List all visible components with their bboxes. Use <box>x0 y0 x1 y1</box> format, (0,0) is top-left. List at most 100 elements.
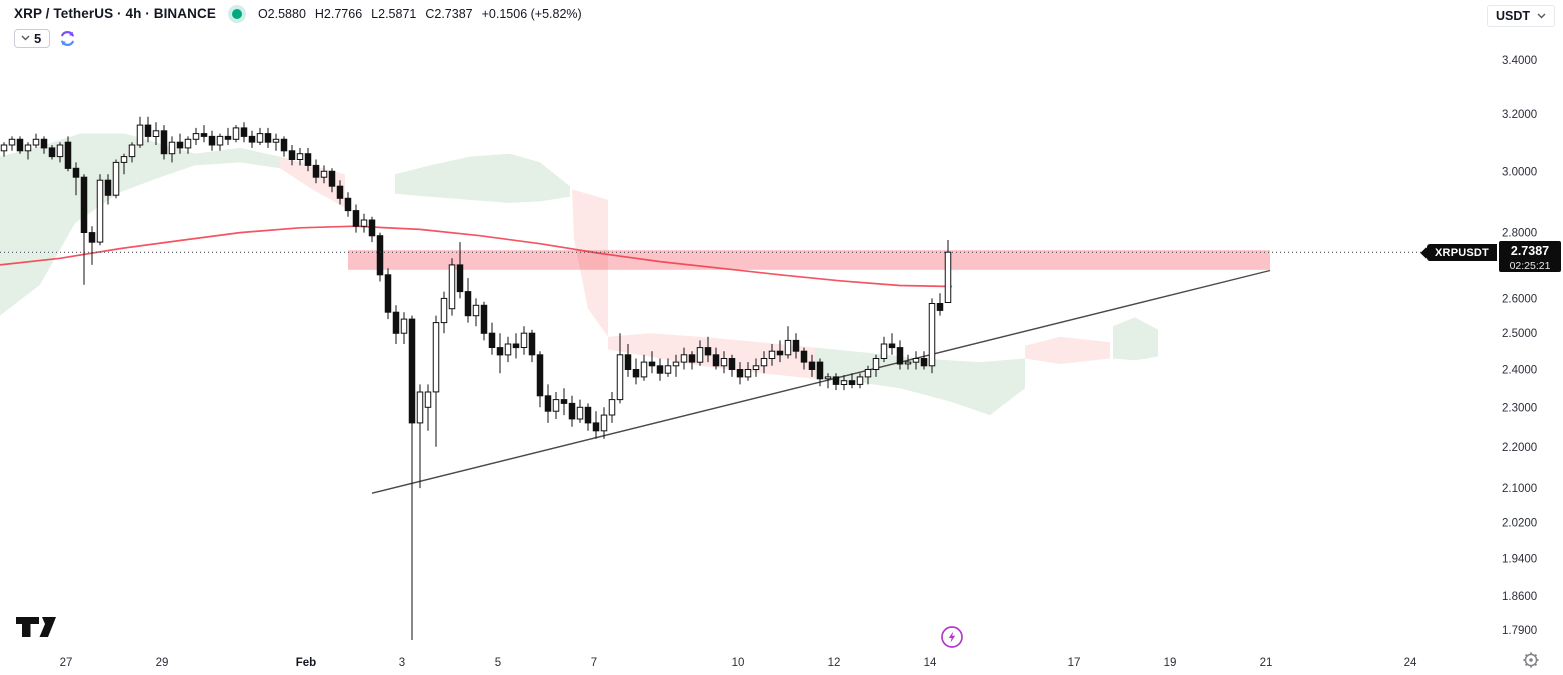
candle-down <box>16 138 24 152</box>
price-axis[interactable]: 3.4000 3.2000 3.0000 2.8000 2.6000 2.5000 2.40… <box>1502 55 1537 637</box>
candle-up <box>56 144 64 158</box>
candle-down <box>352 210 360 227</box>
candle-up <box>0 144 8 152</box>
candle-up <box>824 376 832 380</box>
candle-down <box>800 350 808 363</box>
market-status-dot[interactable] <box>231 8 242 19</box>
candle-down <box>144 124 152 137</box>
time-axis-label: 17 <box>1068 657 1081 669</box>
price-axis-label: 1.7900 <box>1502 625 1537 637</box>
price-axis-label: 2.2000 <box>1502 442 1537 454</box>
candle-down <box>64 141 72 169</box>
candle-up <box>856 376 864 385</box>
candle-up <box>232 127 240 140</box>
refresh-icon[interactable] <box>58 29 77 48</box>
candle-down <box>344 197 352 212</box>
price-axis-label: 2.3000 <box>1502 402 1537 414</box>
candle-up <box>256 133 264 143</box>
candle-down <box>72 167 80 178</box>
interval-value: 5 <box>34 30 42 46</box>
time-axis-label: 21 <box>1260 657 1273 669</box>
tradingview-logo[interactable] <box>15 616 57 643</box>
candle-up <box>192 133 200 140</box>
cloud-red <box>280 156 345 208</box>
candle-down <box>176 141 184 149</box>
candle-up <box>864 369 872 378</box>
cloud-green <box>395 153 570 203</box>
candle-up <box>128 144 136 158</box>
current-price-value: 2.7387 <box>1510 244 1550 258</box>
candle-up <box>904 361 912 365</box>
candle-down <box>624 354 632 370</box>
cloud-red <box>572 189 608 337</box>
candle-up <box>8 138 16 146</box>
time-axis-label: 19 <box>1164 657 1177 669</box>
candle-down <box>808 361 816 371</box>
candle-down <box>712 354 720 367</box>
candle-up <box>760 358 768 367</box>
price-axis-label: 3.2000 <box>1502 109 1537 121</box>
candle-down <box>688 354 696 363</box>
candle-down <box>496 347 504 356</box>
candle-down <box>512 343 520 349</box>
cloud-green <box>195 147 280 169</box>
candle-up <box>744 369 752 378</box>
price-axis-label: 3.4000 <box>1502 55 1537 67</box>
candle-down <box>384 274 392 313</box>
candle-up <box>416 391 424 424</box>
candle-down <box>248 135 256 143</box>
candle-up <box>472 304 480 317</box>
candle-down <box>488 332 496 349</box>
chevron-down-icon <box>1537 13 1546 19</box>
candle-down <box>240 127 248 137</box>
settings-gear-icon[interactable] <box>1522 651 1540 669</box>
candle-up <box>664 365 672 374</box>
cloud-green <box>0 133 195 316</box>
candle-down <box>456 264 464 293</box>
candle-down <box>80 176 88 233</box>
candle-up <box>552 399 560 412</box>
currency-dropdown[interactable]: USDT <box>1486 5 1555 27</box>
ohlc-close: C2.7387 <box>425 6 473 21</box>
candle-up <box>112 161 120 196</box>
time-axis-label: 3 <box>399 657 405 669</box>
candle-up <box>272 138 280 143</box>
candle-up <box>880 343 888 359</box>
candle-down <box>104 179 112 196</box>
flash-event-icon[interactable] <box>940 625 964 649</box>
candle-up <box>752 365 760 370</box>
resistance-zone[interactable] <box>348 250 1270 270</box>
ascending-trendline[interactable] <box>371 269 1271 494</box>
time-axis-label: 24 <box>1404 657 1417 669</box>
candle-up <box>944 251 952 303</box>
candle-down <box>312 164 320 178</box>
time-axis-label: 5 <box>495 657 501 669</box>
price-axis-label: 2.5000 <box>1502 328 1537 340</box>
candle-down <box>88 232 96 243</box>
candle-down <box>40 138 48 149</box>
ohlc-open: O2.5880 <box>257 6 306 21</box>
chart-legend: XRP / TetherUS · 4h · BINANCE O2.5880 H2… <box>14 6 582 48</box>
ichimoku-clouds <box>0 133 1158 416</box>
candle-up <box>184 138 192 149</box>
candle-down <box>896 347 904 365</box>
candle-down <box>336 185 344 199</box>
candles <box>0 116 952 640</box>
time-axis-label: 27 <box>60 657 73 669</box>
candle-up <box>168 141 176 155</box>
candle-up <box>600 414 608 432</box>
candle-up <box>720 358 728 367</box>
red-ma-line[interactable] <box>0 225 953 288</box>
candle-down <box>568 402 576 420</box>
interval-dropdown[interactable]: 5 <box>14 29 51 48</box>
symbol-title[interactable]: XRP / TetherUS · 4h · BINANCE <box>14 6 216 21</box>
time-axis[interactable]: 27 29 Feb 3 5 7 10 12 14 17 19 21 24 <box>60 657 1417 669</box>
candle-up <box>320 170 328 178</box>
candle-up <box>440 297 448 324</box>
candle-down <box>200 133 208 137</box>
candle-down <box>776 350 784 356</box>
price-axis-label: 3.0000 <box>1502 166 1537 178</box>
price-axis-label: 2.0200 <box>1502 518 1537 530</box>
